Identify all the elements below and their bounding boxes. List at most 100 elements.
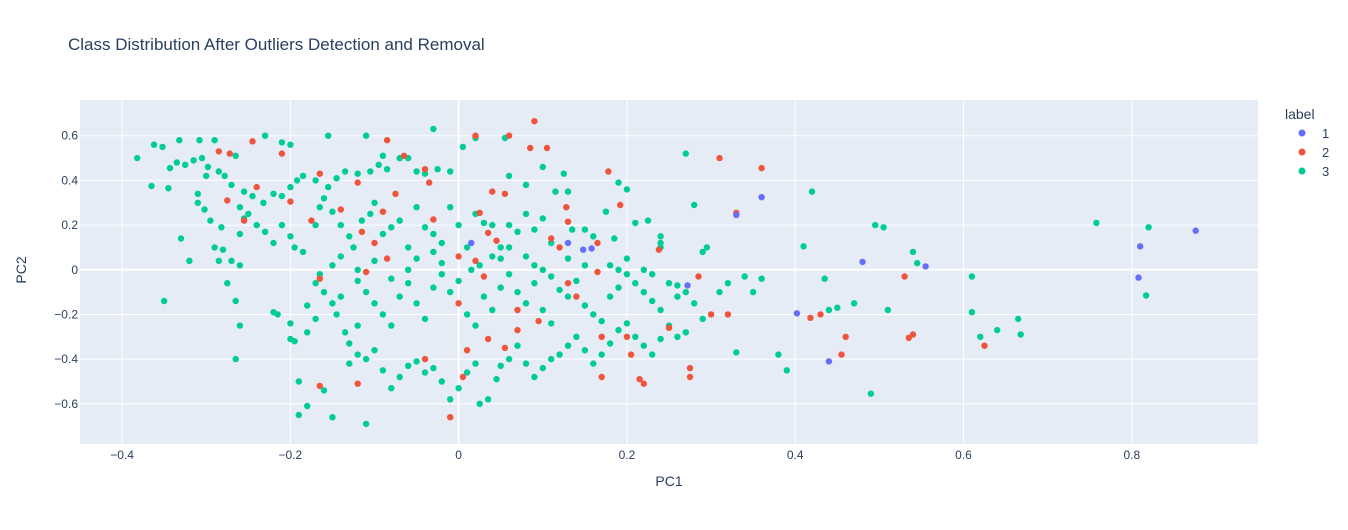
data-point-series-3 xyxy=(674,333,681,340)
data-point-series-3 xyxy=(291,244,298,251)
data-point-series-3 xyxy=(657,239,664,247)
data-point-series-3 xyxy=(312,280,319,287)
data-point-series-2 xyxy=(472,132,479,139)
data-point-series-3 xyxy=(606,340,614,347)
data-point-series-3 xyxy=(880,224,887,231)
y-tick-label: 0.6 xyxy=(61,129,78,143)
data-point-series-3 xyxy=(657,306,664,314)
data-point-series-3 xyxy=(405,362,412,369)
legend-label-2: 2 xyxy=(1322,145,1329,160)
data-point-series-3 xyxy=(808,188,816,195)
data-point-series-3 xyxy=(346,360,353,367)
data-point-series-3 xyxy=(480,293,488,300)
data-point-series-3 xyxy=(287,233,294,240)
data-point-series-3 xyxy=(581,302,589,309)
data-point-series-2 xyxy=(535,317,542,325)
data-point-series-3 xyxy=(148,182,155,190)
data-point-series-3 xyxy=(505,221,513,229)
data-point-series-2 xyxy=(362,268,370,276)
data-point-series-1 xyxy=(588,245,595,252)
data-point-series-3 xyxy=(203,172,210,180)
data-point-series-3 xyxy=(405,280,412,287)
data-point-series-3 xyxy=(320,195,328,202)
data-point-series-3 xyxy=(396,217,403,224)
data-point-series-3 xyxy=(556,286,563,294)
data-point-series-3 xyxy=(160,297,168,305)
data-point-series-2 xyxy=(455,253,462,260)
data-point-series-2 xyxy=(493,237,500,244)
data-point-series-3 xyxy=(447,168,454,175)
data-point-series-3 xyxy=(350,244,357,251)
data-point-series-3 xyxy=(480,219,488,227)
data-point-series-3 xyxy=(396,293,403,300)
data-point-series-3 xyxy=(333,175,340,182)
data-point-series-3 xyxy=(379,311,387,318)
data-point-series-3 xyxy=(299,248,307,256)
data-point-series-3 xyxy=(1142,292,1150,299)
data-point-series-2 xyxy=(354,380,361,387)
data-point-series-2 xyxy=(421,355,429,363)
legend-title: label xyxy=(1285,106,1315,122)
data-point-series-2 xyxy=(240,217,248,224)
data-point-series-3 xyxy=(341,168,349,175)
data-point-series-3 xyxy=(329,208,336,215)
data-point-series-3 xyxy=(430,364,437,372)
data-point-series-3 xyxy=(531,262,538,269)
data-point-series-2 xyxy=(758,164,765,172)
data-point-series-3 xyxy=(1093,219,1100,227)
data-point-series-3 xyxy=(447,288,454,296)
legend-marker-3 xyxy=(1298,167,1306,175)
data-point-series-3 xyxy=(522,210,530,218)
data-point-series-3 xyxy=(182,161,189,168)
data-point-series-3 xyxy=(291,338,298,345)
data-point-series-3 xyxy=(968,309,976,316)
data-point-series-3 xyxy=(341,329,349,336)
data-point-series-3 xyxy=(396,373,403,381)
data-point-series-3 xyxy=(316,204,323,211)
data-point-series-3 xyxy=(699,315,706,323)
data-point-series-3 xyxy=(312,221,319,229)
data-point-series-3 xyxy=(337,253,344,260)
data-point-series-2 xyxy=(253,183,260,191)
data-point-series-3 xyxy=(472,322,479,329)
data-point-series-3 xyxy=(539,215,546,222)
data-point-series-3 xyxy=(270,190,277,197)
data-point-series-2 xyxy=(514,306,521,314)
data-point-series-3 xyxy=(665,280,673,287)
data-point-series-3 xyxy=(556,351,563,358)
data-point-series-3 xyxy=(497,255,504,262)
x-axis-label: PC1 xyxy=(655,473,682,489)
data-point-series-2 xyxy=(605,168,612,175)
data-point-series-3 xyxy=(531,226,538,233)
data-point-series-2 xyxy=(514,326,521,334)
data-point-series-3 xyxy=(371,257,378,264)
data-point-series-3 xyxy=(632,219,639,227)
data-point-series-2 xyxy=(501,190,509,197)
data-point-series-3 xyxy=(644,217,652,224)
data-point-series-3 xyxy=(198,154,206,162)
data-point-series-3 xyxy=(430,125,437,133)
data-point-series-2 xyxy=(472,257,479,264)
data-point-series-3 xyxy=(287,320,294,327)
data-point-series-2 xyxy=(543,144,551,152)
plot-area xyxy=(80,100,1258,444)
y-tick-label: −0.2 xyxy=(54,307,78,321)
data-point-series-3 xyxy=(354,351,361,358)
data-point-series-3 xyxy=(228,181,235,189)
data-point-series-3 xyxy=(505,244,513,251)
data-point-series-3 xyxy=(825,306,833,314)
data-point-series-3 xyxy=(531,373,538,381)
y-tick-label: 0.4 xyxy=(61,173,78,187)
data-point-series-3 xyxy=(362,420,370,428)
data-point-series-3 xyxy=(438,259,445,267)
data-point-series-3 xyxy=(674,293,681,300)
data-point-series-2 xyxy=(426,179,433,186)
x-tick-label: −0.4 xyxy=(110,448,134,462)
data-point-series-2 xyxy=(421,166,429,173)
data-point-series-3 xyxy=(463,311,471,318)
data-point-series-3 xyxy=(489,253,496,260)
data-point-series-3 xyxy=(236,262,244,269)
data-point-series-1 xyxy=(859,258,866,266)
legend-items: 1 2 3 xyxy=(1298,126,1329,179)
data-point-series-3 xyxy=(354,277,361,285)
